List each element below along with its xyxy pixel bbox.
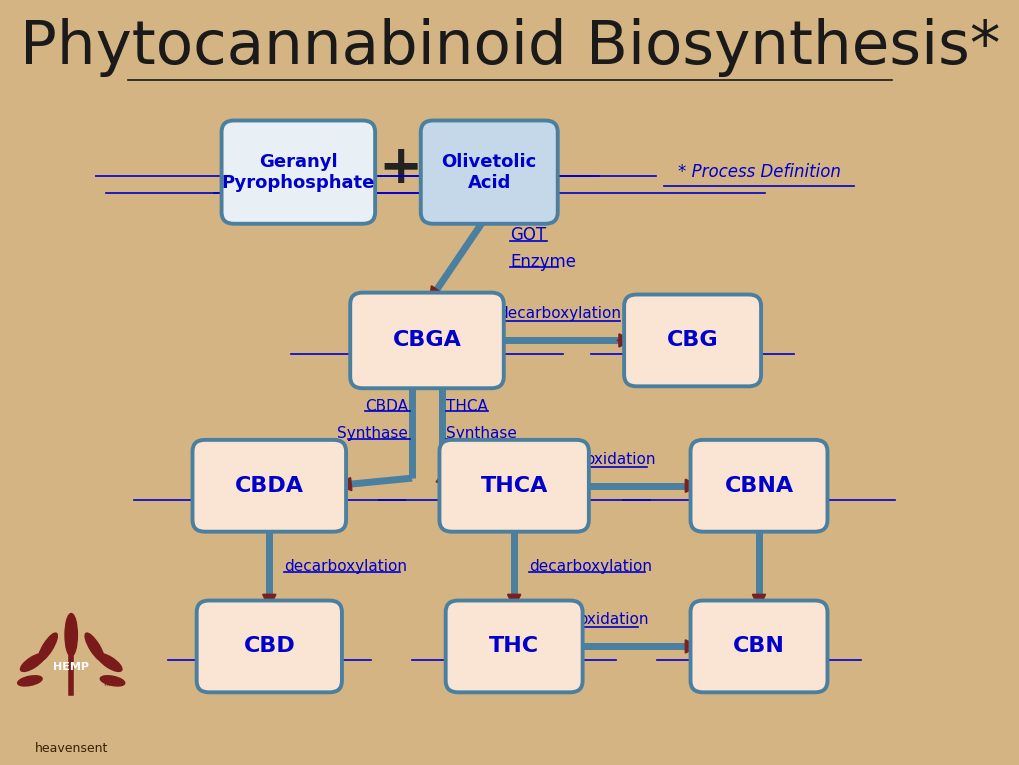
Text: CBDA: CBDA xyxy=(365,399,408,414)
Text: THCA: THCA xyxy=(480,476,547,496)
Text: Geranyl
Pyrophosphate: Geranyl Pyrophosphate xyxy=(221,153,375,191)
Text: decarboxylation: decarboxylation xyxy=(529,558,651,574)
Text: Olivetolic
Acid: Olivetolic Acid xyxy=(441,153,536,191)
Text: THC: THC xyxy=(488,636,539,656)
Text: +: + xyxy=(378,142,422,194)
Text: oxidation: oxidation xyxy=(584,451,654,467)
Ellipse shape xyxy=(65,614,77,656)
Text: heavensent: heavensent xyxy=(35,742,108,754)
Text: Enzyme: Enzyme xyxy=(510,253,576,271)
FancyBboxPatch shape xyxy=(690,601,826,692)
Text: Synthase: Synthase xyxy=(445,426,517,441)
FancyBboxPatch shape xyxy=(221,120,375,223)
FancyBboxPatch shape xyxy=(197,601,341,692)
Ellipse shape xyxy=(100,675,124,686)
Text: * Process Definition: * Process Definition xyxy=(677,163,840,181)
Text: ™: ™ xyxy=(103,682,111,692)
Ellipse shape xyxy=(17,675,42,686)
FancyBboxPatch shape xyxy=(624,295,760,386)
FancyBboxPatch shape xyxy=(690,440,826,532)
FancyBboxPatch shape xyxy=(439,440,588,532)
FancyBboxPatch shape xyxy=(193,440,345,532)
FancyBboxPatch shape xyxy=(421,120,557,223)
Ellipse shape xyxy=(85,633,104,661)
FancyBboxPatch shape xyxy=(445,601,582,692)
Ellipse shape xyxy=(38,633,57,661)
Text: CBGA: CBGA xyxy=(392,330,461,350)
Text: oxidation: oxidation xyxy=(578,612,648,627)
Text: THCA: THCA xyxy=(445,399,487,414)
Text: decarboxylation: decarboxylation xyxy=(284,558,407,574)
Text: Phytocannabinoid Biosynthesis*: Phytocannabinoid Biosynthesis* xyxy=(19,18,1000,77)
Text: CBN: CBN xyxy=(733,636,785,656)
Text: GOT: GOT xyxy=(510,226,545,244)
Text: Synthase: Synthase xyxy=(336,426,408,441)
FancyBboxPatch shape xyxy=(350,292,503,388)
Text: CBDA: CBDA xyxy=(234,476,304,496)
Text: CBD: CBD xyxy=(244,636,294,656)
Ellipse shape xyxy=(98,653,122,672)
Text: CBG: CBG xyxy=(666,330,717,350)
Text: HEMP: HEMP xyxy=(53,662,89,672)
Ellipse shape xyxy=(20,653,45,672)
Text: decarboxylation: decarboxylation xyxy=(497,306,621,321)
Text: CBNA: CBNA xyxy=(723,476,793,496)
